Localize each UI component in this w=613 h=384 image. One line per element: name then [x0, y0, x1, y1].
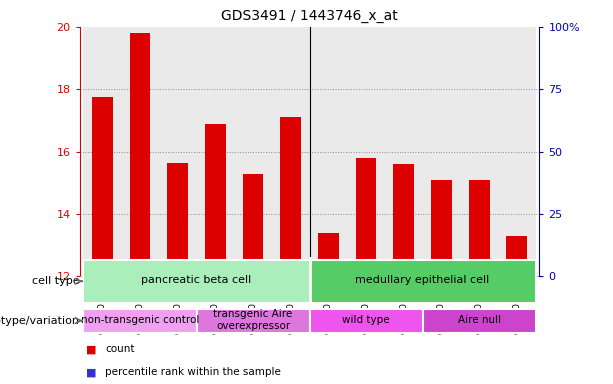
Text: pancreatic beta cell: pancreatic beta cell — [142, 275, 252, 285]
Bar — [234, 27, 272, 276]
Bar — [318, 233, 339, 276]
Bar — [469, 180, 490, 276]
Text: transgenic Aire
overexpressor: transgenic Aire overexpressor — [213, 309, 292, 331]
Bar — [347, 27, 385, 276]
Bar — [197, 27, 234, 276]
Bar — [129, 33, 150, 276]
Text: cell type: cell type — [32, 276, 80, 286]
Bar — [431, 270, 452, 276]
Bar — [310, 260, 536, 303]
Bar — [469, 269, 490, 276]
Bar — [310, 27, 347, 276]
Bar — [431, 180, 452, 276]
Bar — [121, 27, 159, 276]
Text: wild type: wild type — [342, 315, 390, 325]
Bar — [197, 309, 310, 333]
Bar — [243, 174, 264, 276]
Text: genotype/variation: genotype/variation — [0, 316, 80, 326]
Bar — [272, 27, 310, 276]
Bar — [167, 162, 188, 276]
Bar — [205, 268, 226, 276]
Bar — [83, 27, 121, 276]
Text: non-transgenic control: non-transgenic control — [81, 315, 199, 325]
Bar — [280, 268, 301, 276]
Bar — [422, 309, 536, 333]
Bar — [356, 158, 376, 276]
Bar — [394, 270, 414, 276]
Bar — [498, 27, 536, 276]
Bar — [83, 309, 197, 333]
Bar — [205, 124, 226, 276]
Text: medullary epithelial cell: medullary epithelial cell — [356, 275, 490, 285]
Text: ■: ■ — [86, 367, 96, 377]
Bar — [460, 27, 498, 276]
Bar — [310, 309, 422, 333]
Text: Aire null: Aire null — [457, 315, 501, 325]
Bar — [92, 268, 113, 276]
Bar — [385, 27, 422, 276]
Bar — [394, 164, 414, 276]
Bar — [422, 27, 460, 276]
Bar — [506, 270, 527, 276]
Bar — [129, 267, 150, 276]
Bar — [280, 118, 301, 276]
Text: count: count — [105, 344, 135, 354]
Bar — [92, 97, 113, 276]
Bar — [167, 270, 188, 276]
Bar — [83, 260, 310, 303]
Bar — [243, 270, 264, 276]
Bar — [356, 269, 376, 276]
Text: ■: ■ — [86, 344, 96, 354]
Text: percentile rank within the sample: percentile rank within the sample — [105, 367, 281, 377]
Bar — [318, 270, 339, 276]
Title: GDS3491 / 1443746_x_at: GDS3491 / 1443746_x_at — [221, 9, 398, 23]
Bar — [159, 27, 197, 276]
Bar — [506, 236, 527, 276]
